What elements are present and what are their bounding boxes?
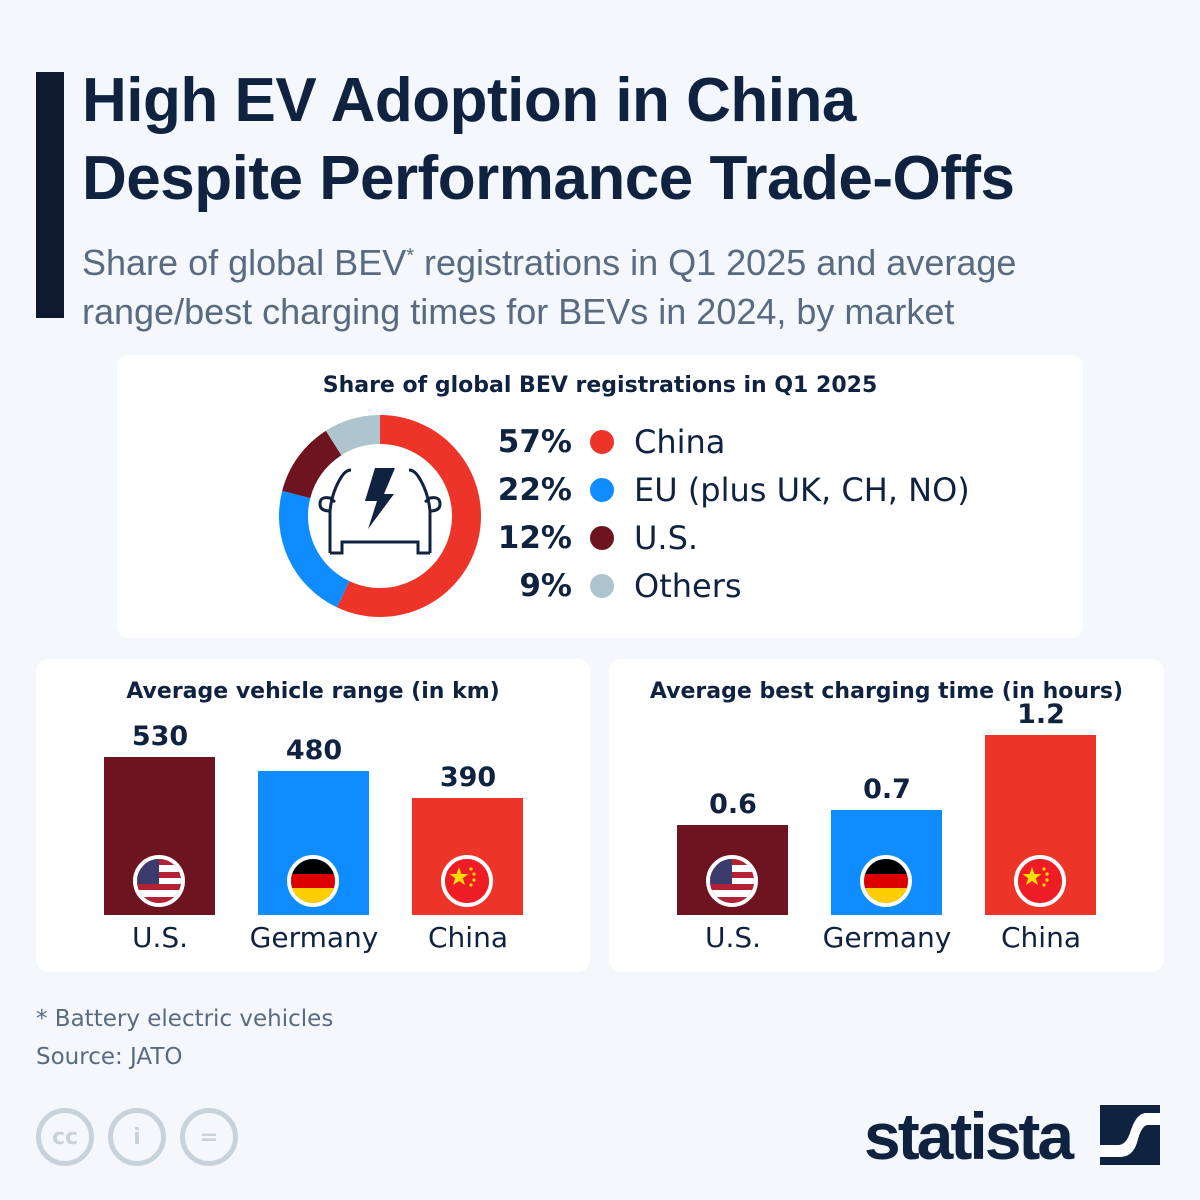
electric-car-icon [318, 468, 442, 555]
donut-title: Share of global BEV registrations in Q1 … [322, 373, 878, 398]
donut-slice-u-s- [282, 430, 342, 499]
title-line: Despite Performance Trade-Offs [82, 144, 1015, 213]
donut-slice-others [325, 415, 380, 456]
category-label: U.S. [704, 921, 762, 954]
bar-value-label: 530 [131, 720, 189, 752]
statista-logo[interactable]: statista [864, 1098, 1161, 1174]
flag-icon-us [706, 855, 758, 907]
charging-chart-card: Average best charging time (in hours) 0.… [609, 659, 1164, 972]
donut-slice-china [336, 415, 481, 617]
flag-icon-germany [860, 855, 912, 907]
category-label: U.S. [131, 921, 189, 954]
bar-value-label: 0.7 [863, 774, 911, 805]
subtitle-text: registrations in Q1 2025 and average [414, 242, 1017, 283]
legend-label: EU (plus UK, CH, NO) [634, 471, 970, 509]
statista-logo-mark [1100, 1105, 1161, 1165]
title-accent-bar [36, 72, 64, 318]
subtitle-text: range/best charging times for BEVs in 20… [82, 291, 955, 332]
bar-value-label: 1.2 [1017, 699, 1065, 730]
cc-icon[interactable]: cc [36, 1108, 94, 1166]
donut-chart [279, 415, 481, 617]
bar-value-label: 480 [285, 735, 343, 767]
category-label: Germany [249, 921, 379, 954]
legend-item: 12% U.S. [117, 518, 698, 558]
bar-value-label: 390 [439, 762, 497, 794]
title-line: High EV Adoption in China [82, 66, 856, 135]
legend-item: 22% EU (plus UK, CH, NO) [117, 470, 970, 510]
footnote-marker: * [406, 245, 415, 267]
category-label: China [1001, 921, 1081, 954]
legend-label: U.S. [634, 519, 699, 557]
legend-value: 12% [497, 520, 572, 556]
bar-value-label: 0.6 [709, 789, 757, 820]
flag-icon-china [441, 855, 493, 907]
legend-swatch [590, 478, 614, 502]
legend-swatch [590, 526, 614, 550]
flag-icon-us [133, 855, 185, 907]
range-chart-title: Average vehicle range (in km) [126, 679, 500, 704]
notes: * Battery electric vehicles Source: JATO [36, 1000, 333, 1076]
subtitle: Share of global BEV* registrations in Q1… [82, 232, 1016, 336]
no-derivatives-icon[interactable]: = [180, 1108, 238, 1166]
legend-value: 57% [497, 424, 572, 460]
flag-icon-china [1014, 855, 1066, 907]
logo-text: statista [864, 1099, 1074, 1173]
legend-swatch [590, 574, 614, 598]
donut-slice-eu-plus-uk-ch-no- [279, 490, 350, 608]
source: Source: JATO [36, 1044, 183, 1070]
page-title: High EV Adoption in China Despite Perfor… [82, 62, 1015, 218]
legend-value: 22% [497, 472, 572, 508]
donut-card: Share of global BEV registrations in Q1 … [117, 355, 1083, 638]
legend-label: China [634, 423, 726, 461]
attribution-icon[interactable]: i [108, 1108, 166, 1166]
legend-swatch [590, 430, 614, 454]
legend-item: 57% China [117, 422, 726, 462]
category-label: Germany [822, 921, 952, 954]
flag-icon-germany [287, 855, 339, 907]
footnote: * Battery electric vehicles [36, 1006, 334, 1032]
range-chart-card: Average vehicle range (in km) 530 U.S. 480… [36, 659, 590, 972]
category-label: China [428, 921, 508, 954]
charging-chart-title: Average best charging time (in hours) [649, 679, 1124, 704]
legend-item: 9% Others [117, 566, 742, 606]
legend-label: Others [634, 567, 742, 605]
subtitle-text: Share of global BEV [82, 242, 407, 283]
legend-value: 9% [519, 568, 572, 604]
